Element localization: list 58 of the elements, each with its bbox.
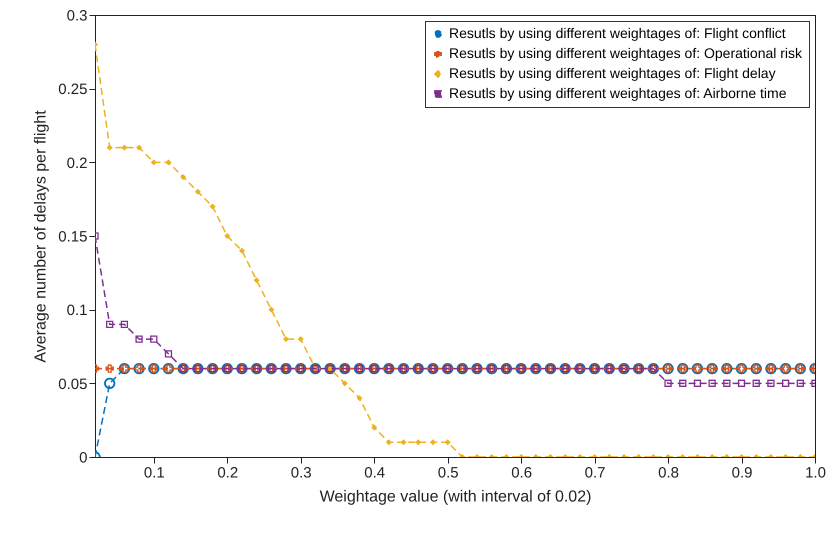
y-tick-label: 0.2: [66, 154, 88, 172]
point: [121, 144, 128, 151]
point: [752, 380, 760, 387]
point: [164, 350, 172, 358]
point: [782, 380, 790, 387]
y-tick-label: 0.05: [58, 376, 88, 393]
point: [106, 364, 114, 373]
point: [150, 159, 157, 166]
x-tick-label: 0.7: [584, 464, 606, 482]
point: [268, 306, 274, 313]
point: [224, 233, 230, 239]
x-tick-label: 0.9: [732, 464, 752, 482]
x-tick-label: 0.1: [144, 464, 165, 482]
point: [679, 380, 686, 387]
point: [371, 424, 378, 431]
point: [104, 378, 116, 389]
point: [738, 380, 746, 387]
y-tick-label: 0.3: [66, 8, 88, 24]
x-tick-label: 0.8: [658, 464, 679, 482]
y-tick-label: 0.1: [66, 302, 88, 320]
x-tick-label: 0.3: [290, 464, 312, 482]
x-tick-label: 0.6: [511, 464, 532, 482]
point: [430, 439, 436, 446]
legend-label: Resutls by using different weightages of: Operational risk: [449, 45, 804, 61]
legend-label: Resutls by using different weightages of: Flight delay: [449, 65, 776, 81]
point: [194, 188, 201, 195]
y-tick-label: 0: [79, 450, 88, 466]
y-tick-label: 0.15: [58, 228, 88, 246]
point: [106, 320, 114, 328]
point: [238, 248, 245, 254]
point: [694, 380, 702, 387]
point: [180, 174, 186, 180]
point: [796, 380, 804, 387]
x-tick-label: 0.2: [217, 464, 238, 482]
legend-label: Resutls by using different weightages of: Flight conflict: [449, 25, 786, 41]
x-tick-label: 0.4: [364, 464, 386, 482]
point: [723, 380, 730, 387]
point: [298, 336, 304, 342]
point: [135, 335, 143, 343]
point: [386, 439, 392, 446]
point: [120, 320, 128, 328]
legend-label: Resutls by using different weightages of: Airborne time: [449, 85, 787, 101]
point: [210, 204, 216, 210]
point: [136, 144, 142, 151]
point: [356, 395, 362, 402]
point: [150, 335, 158, 343]
x-axis-title: Weightage value (with interval of 0.02): [320, 488, 592, 506]
point: [400, 439, 407, 446]
point: [342, 380, 348, 386]
y-tick-label: 0.25: [58, 81, 88, 98]
point: [767, 380, 775, 387]
x-tick-label: 1.0: [805, 464, 826, 482]
y-axis-title: Average number of delays per flight: [32, 110, 50, 363]
point: [664, 380, 672, 387]
point: [708, 380, 716, 387]
point: [106, 144, 113, 151]
point: [254, 277, 260, 284]
x-tick-label: 0.5: [438, 464, 459, 482]
